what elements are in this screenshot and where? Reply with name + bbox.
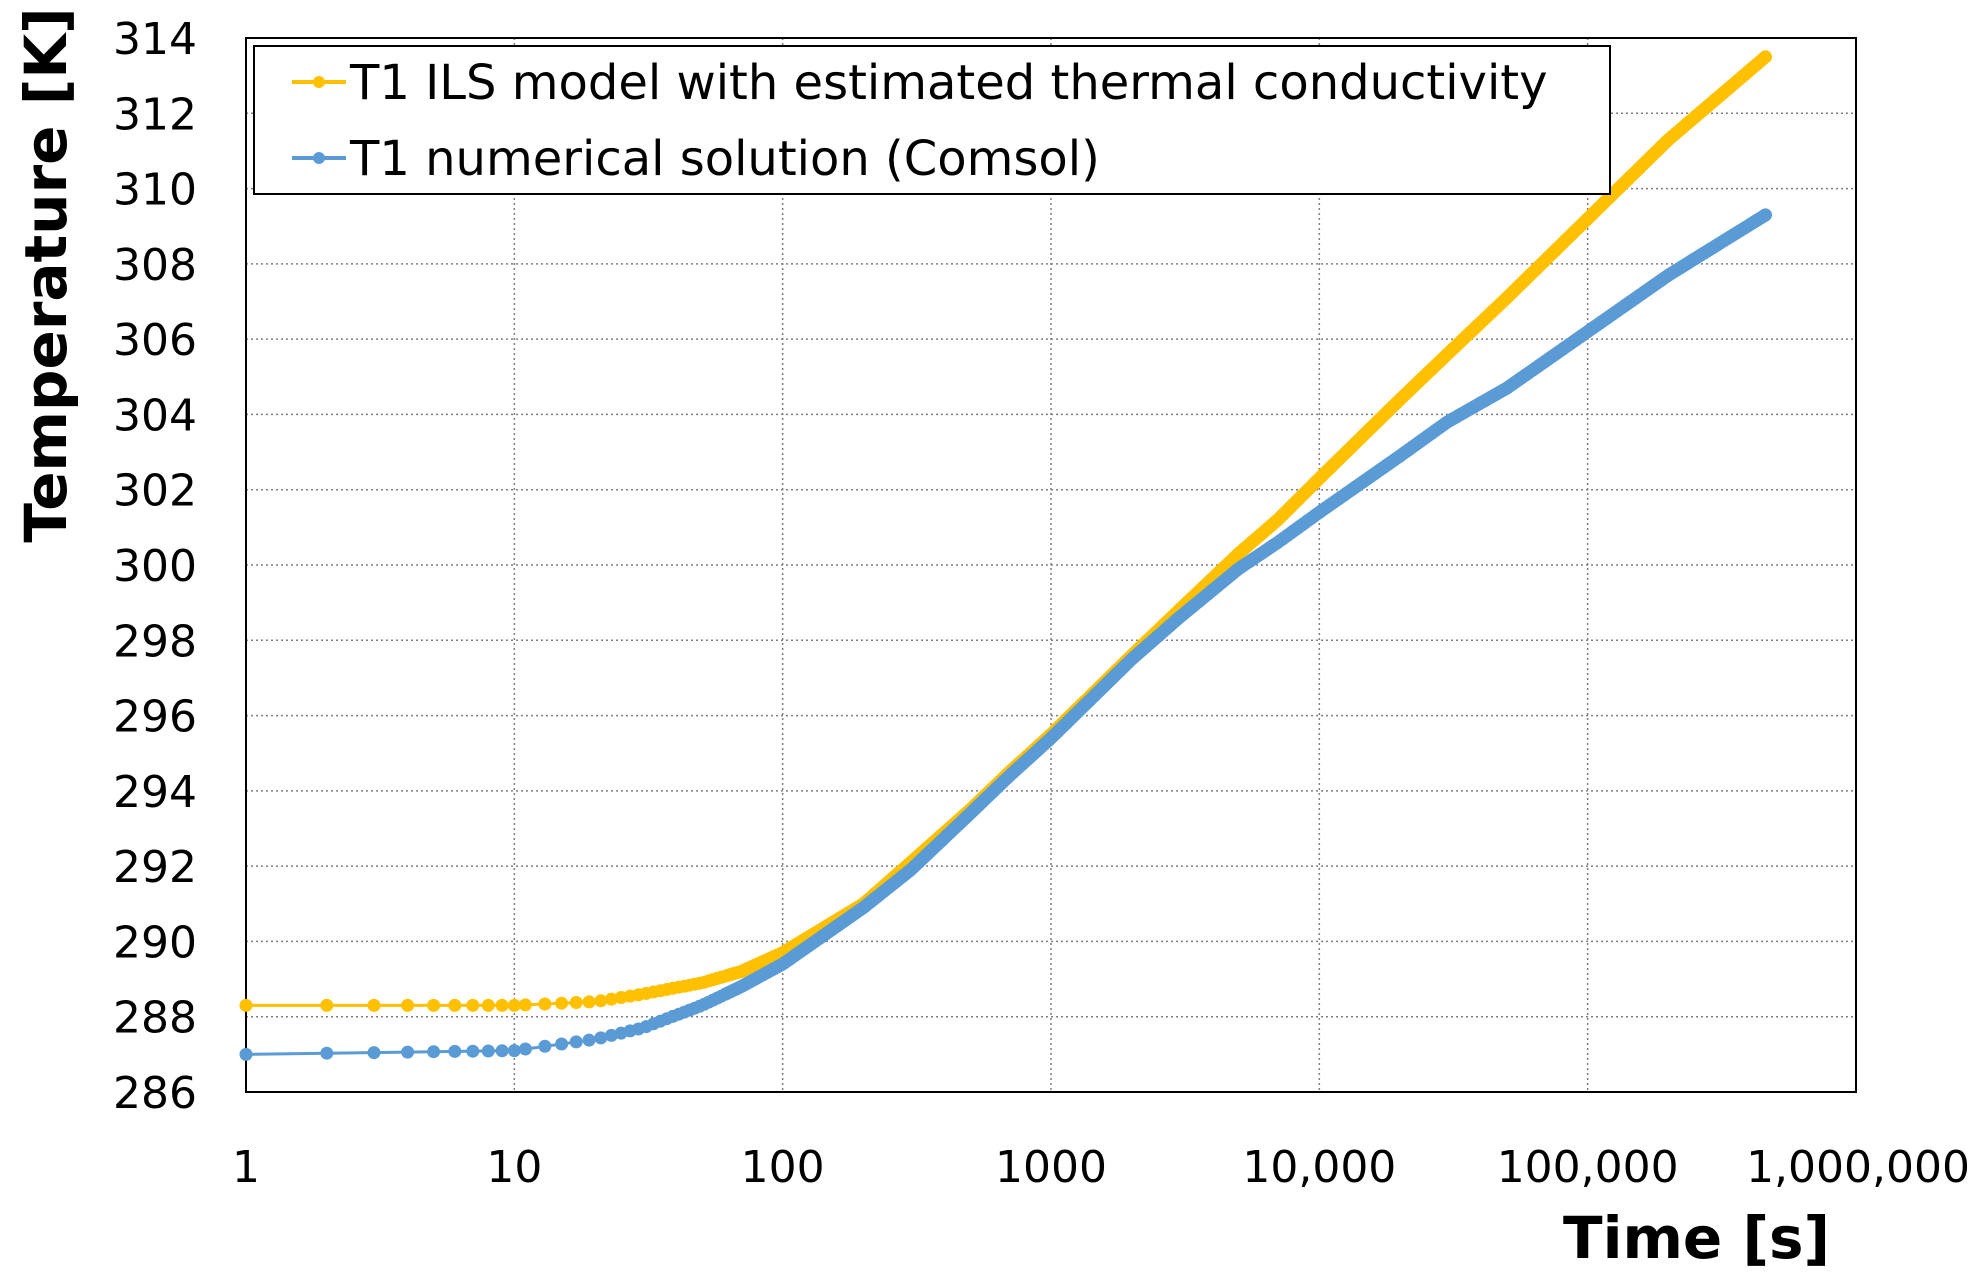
x-tick-label: 1000 [995, 1142, 1107, 1193]
data-point [594, 994, 608, 1008]
data-point [239, 998, 253, 1012]
data-point [555, 996, 569, 1010]
legend-box [253, 45, 1611, 195]
data-point [1759, 208, 1772, 222]
y-tick-label: 304 [113, 390, 197, 441]
data-point [569, 1035, 583, 1049]
x-tick-labels: 1 10 100 1000 10,000 100,000 1,000,000 [232, 1142, 1970, 1193]
data-point [555, 1037, 569, 1051]
data-point [448, 1044, 462, 1058]
y-tick-label: 314 [113, 14, 197, 65]
data-point [604, 1028, 618, 1042]
x-tick-label: 100 [741, 1142, 825, 1193]
y-tick-label: 298 [113, 616, 197, 667]
data-point [239, 1047, 253, 1061]
x-tick-label: 1,000,000 [1746, 1142, 1970, 1193]
y-tick-label: 294 [113, 767, 197, 818]
data-point [401, 1045, 415, 1059]
data-point [582, 1033, 596, 1047]
x-tick-label: 10 [486, 1142, 542, 1193]
data-point [582, 995, 596, 1009]
y-tick-label: 300 [113, 541, 197, 592]
data-point [367, 998, 381, 1012]
data-point [507, 1044, 521, 1058]
y-tick-label: 292 [113, 842, 197, 893]
y-tick-label: 312 [113, 89, 197, 140]
series-layer [239, 50, 1772, 1061]
y-tick-label: 290 [113, 917, 197, 968]
series-comsol-numerical [239, 208, 1772, 1061]
data-point [466, 998, 480, 1012]
x-tick-label: 10,000 [1242, 1142, 1396, 1193]
y-tick-label: 308 [113, 240, 197, 291]
legend: T1 ILS model with estimated thermal cond… [253, 45, 1611, 195]
data-point [481, 998, 495, 1012]
data-point [320, 998, 334, 1012]
y-tick-label: 310 [113, 165, 197, 216]
data-point [569, 996, 583, 1009]
data-point [320, 1046, 334, 1060]
data-point [427, 998, 441, 1012]
y-tick-label: 306 [113, 315, 197, 366]
data-point [427, 1045, 441, 1059]
data-point [518, 998, 532, 1012]
data-point [495, 998, 509, 1012]
data-point [448, 998, 462, 1012]
data-point [538, 1039, 552, 1053]
x-tick-label: 1 [232, 1142, 260, 1193]
data-point [507, 998, 521, 1012]
y-tick-label: 286 [113, 1068, 197, 1119]
legend-label-comsol: T1 numerical solution (Comsol) [349, 131, 1100, 187]
data-point [367, 1046, 381, 1060]
legend-label-ils: T1 ILS model with estimated thermal cond… [349, 55, 1548, 111]
plot-area-frame [245, 37, 1857, 1093]
data-point [538, 997, 552, 1011]
x-tick-label: 100,000 [1497, 1142, 1679, 1193]
data-point [495, 1044, 509, 1058]
data-point [518, 1042, 532, 1056]
x-axis-title: Time [s] [1563, 1204, 1830, 1272]
data-point [1759, 50, 1772, 64]
y-tick-label: 302 [113, 466, 197, 517]
y-axis-title: Temperature [K] [12, 7, 80, 542]
legend-swatch-marker-ils [313, 76, 325, 88]
y-tick-label: 288 [113, 993, 197, 1044]
data-point [481, 1044, 495, 1058]
data-point [594, 1031, 608, 1045]
data-point [466, 1044, 480, 1058]
legend-swatch-marker-comsol [313, 152, 325, 164]
data-point [401, 998, 415, 1012]
data-point [604, 992, 618, 1006]
y-tick-label: 296 [113, 692, 197, 743]
y-tick-labels: 286 288 290 292 294 296 298 300 302 304 306 308 310 3… [113, 14, 197, 1119]
